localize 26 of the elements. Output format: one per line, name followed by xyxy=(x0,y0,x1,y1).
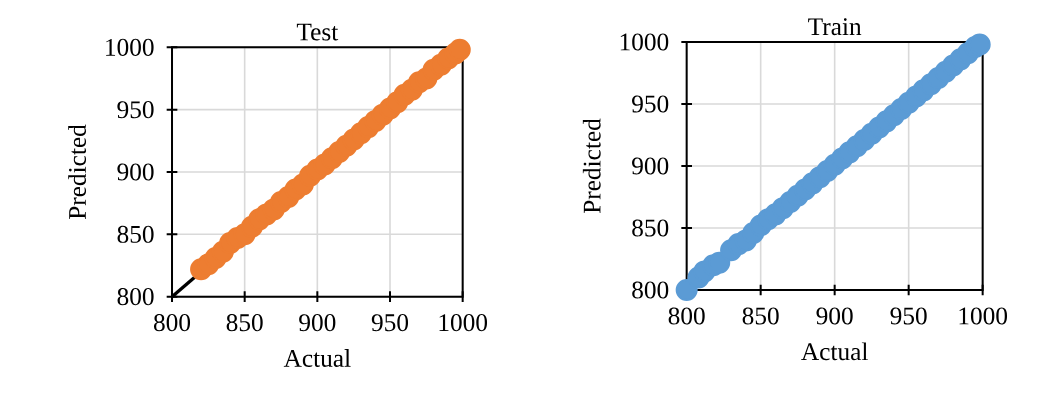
y-axis-title: Predicted xyxy=(68,124,87,220)
chart-title: Test xyxy=(296,23,339,41)
x-tick-label: 900 xyxy=(816,307,853,325)
y-tick-label: 800 xyxy=(632,281,669,299)
x-tick-label: 850 xyxy=(742,307,779,325)
x-axis-title: Actual xyxy=(801,342,868,361)
y-tick-label: 900 xyxy=(632,157,669,175)
x-tick-label: 1000 xyxy=(959,307,1008,325)
x-tick-label: 800 xyxy=(153,314,191,332)
x-tick-label: 900 xyxy=(299,314,336,332)
x-axis-title: Actual xyxy=(283,349,351,367)
y-axis-title: Predicted xyxy=(582,118,601,214)
x-tick-label: 800 xyxy=(668,307,705,325)
y-tick-label: 850 xyxy=(632,219,669,237)
y-tick-label: 900 xyxy=(117,163,154,181)
y-tick-label: 1000 xyxy=(106,38,154,56)
y-tick-label: 1000 xyxy=(620,33,669,51)
x-tick-label: 950 xyxy=(371,314,409,332)
x-tick-label: 850 xyxy=(226,314,263,332)
x-tick-label: 950 xyxy=(890,307,927,325)
y-tick-label: 800 xyxy=(117,288,154,306)
chart-title: Train xyxy=(808,18,862,36)
y-tick-label: 950 xyxy=(117,101,154,119)
y-tick-label: 950 xyxy=(632,95,669,113)
y-tick-label: 850 xyxy=(117,225,154,243)
x-tick-label: 1000 xyxy=(439,314,488,332)
